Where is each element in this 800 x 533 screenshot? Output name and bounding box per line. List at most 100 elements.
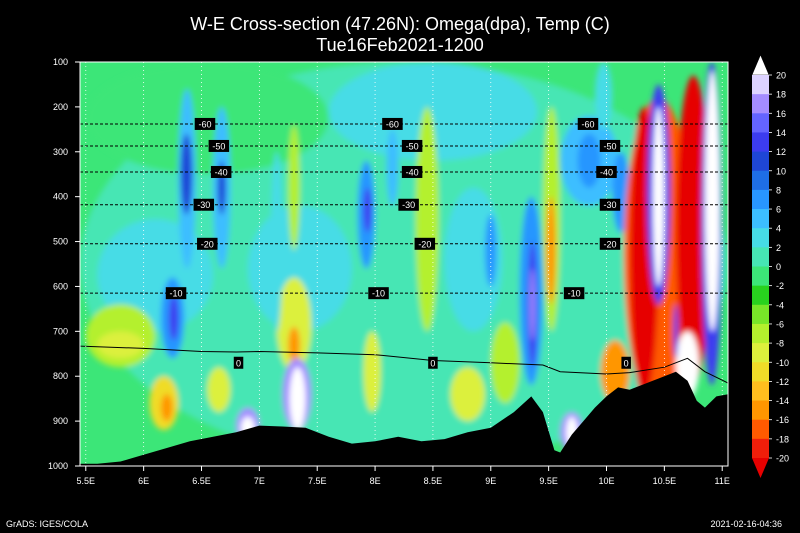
omega-blob bbox=[288, 124, 300, 251]
omega-blob bbox=[577, 133, 601, 188]
omega-blob bbox=[363, 187, 372, 233]
omega-shading bbox=[80, 62, 728, 466]
omega-blob bbox=[328, 62, 538, 161]
y-tick-label: 600 bbox=[53, 281, 68, 291]
chart-subtitle: Tue16Feb2021-1200 bbox=[316, 35, 484, 55]
contour-label: 0 bbox=[236, 358, 241, 368]
y-tick-label: 200 bbox=[53, 102, 68, 112]
colorbar-label: 4 bbox=[776, 224, 781, 234]
colorbar-label: 0 bbox=[776, 262, 781, 272]
colorbar-swatch bbox=[752, 381, 769, 402]
plot-frame bbox=[79, 61, 729, 467]
contour-label: -30 bbox=[402, 200, 415, 210]
omega-blob bbox=[288, 326, 300, 363]
colorbar-label: 18 bbox=[776, 90, 786, 100]
colorbar-swatch bbox=[752, 75, 769, 95]
contour-label: 0 bbox=[624, 358, 629, 368]
contour-label: -10 bbox=[372, 289, 385, 299]
x-tick-label: 10E bbox=[598, 476, 614, 486]
contour-label-bg bbox=[165, 287, 187, 300]
x-tick-label: 6E bbox=[138, 476, 149, 486]
footer-timestamp: 2021-02-16-04:36 bbox=[710, 519, 782, 529]
colorbar-swatch bbox=[752, 400, 769, 421]
colorbar-swatch bbox=[752, 247, 769, 267]
contour-label: -30 bbox=[603, 200, 616, 210]
x-tick-label: 9E bbox=[485, 476, 496, 486]
x-tick-label: 7.5E bbox=[308, 476, 327, 486]
contour-label: -50 bbox=[603, 141, 616, 151]
colorbar-swatch bbox=[752, 285, 769, 306]
contour-label-bg bbox=[428, 356, 438, 369]
contour-label: -10 bbox=[568, 289, 581, 299]
y-tick-label: 500 bbox=[53, 237, 68, 247]
omega-blob bbox=[180, 133, 193, 215]
colorbar-swatch bbox=[752, 266, 769, 287]
omega-blob bbox=[675, 75, 711, 386]
contour-label-bg bbox=[193, 198, 215, 211]
contour-label: -60 bbox=[198, 119, 211, 129]
colorbar-label: 6 bbox=[776, 205, 781, 215]
contour-label-bg bbox=[233, 356, 244, 369]
omega-blob bbox=[169, 295, 179, 341]
contour-label: 0 bbox=[430, 358, 435, 368]
x-tick-label: 6.5E bbox=[192, 476, 211, 486]
colorbar-swatch bbox=[752, 419, 769, 440]
colorbar-label: -2 bbox=[776, 281, 784, 291]
omega-blob bbox=[652, 106, 665, 287]
contour-label: -10 bbox=[170, 289, 183, 299]
colorbar-swatch bbox=[752, 170, 769, 191]
omega-blob bbox=[594, 62, 613, 130]
chart-title: W-E Cross-section (47.26N): Omega(dpa), … bbox=[190, 14, 610, 34]
contour-label: -60 bbox=[386, 119, 399, 129]
contour-label-bg bbox=[398, 198, 419, 211]
contour-label-bg bbox=[401, 139, 423, 152]
x-tick-label: 8E bbox=[370, 476, 381, 486]
contour-label-bg bbox=[382, 117, 403, 130]
contour-label-bg bbox=[599, 198, 621, 211]
colorbar-bottom-triangle bbox=[752, 458, 769, 478]
omega-field bbox=[80, 62, 728, 466]
colorbar-label: -16 bbox=[776, 415, 789, 425]
y-tick-label: 100 bbox=[53, 57, 68, 67]
x-tick-label: 8.5E bbox=[424, 476, 443, 486]
x-tick-label: 11E bbox=[715, 476, 730, 486]
colorbar-swatch bbox=[752, 343, 769, 363]
colorbar-swatch bbox=[752, 209, 769, 229]
colorbar-swatch bbox=[752, 151, 769, 172]
colorbar-swatch bbox=[752, 438, 769, 459]
terrain-mask bbox=[80, 371, 728, 466]
colorbar-label: -8 bbox=[776, 339, 784, 349]
omega-blob bbox=[363, 331, 381, 413]
colorbar-swatch bbox=[752, 323, 769, 344]
omega-blob bbox=[270, 151, 283, 332]
omega-blob bbox=[704, 70, 720, 332]
colorbar-label: 16 bbox=[776, 109, 786, 119]
colorbar-swatch bbox=[752, 94, 769, 114]
contour-label: -30 bbox=[197, 200, 210, 210]
colorbar-swatch bbox=[752, 132, 769, 153]
contour-label-bg bbox=[208, 139, 230, 152]
contour-label-bg bbox=[210, 165, 232, 178]
omega-blob bbox=[673, 304, 679, 359]
contour-label-bg bbox=[414, 237, 436, 250]
colorbar-swatch bbox=[752, 189, 769, 210]
contour-label-bg bbox=[194, 117, 216, 130]
contour-label-bg bbox=[621, 356, 631, 369]
colorbar-label: -6 bbox=[776, 319, 784, 329]
contour-label-bg bbox=[563, 287, 585, 300]
colorbar: 20181614121086420-2-4-6-8-10-12-14-16-18… bbox=[751, 54, 789, 478]
colorbar-label: -20 bbox=[776, 454, 789, 464]
colorbar-label: 12 bbox=[776, 147, 786, 157]
colorbar-label: 2 bbox=[776, 243, 781, 253]
omega-blob bbox=[546, 196, 556, 305]
x-tick-label: 10.5E bbox=[653, 476, 677, 486]
contour-label: -20 bbox=[201, 239, 214, 249]
contour-label: -40 bbox=[406, 167, 419, 177]
omega-blob bbox=[530, 268, 535, 341]
x-tick-label: 7E bbox=[254, 476, 265, 486]
colorbar-top-triangle bbox=[751, 54, 770, 76]
contour-label: -40 bbox=[215, 167, 228, 177]
y-tick-label: 900 bbox=[53, 416, 68, 426]
contour-label-bg bbox=[197, 237, 218, 250]
